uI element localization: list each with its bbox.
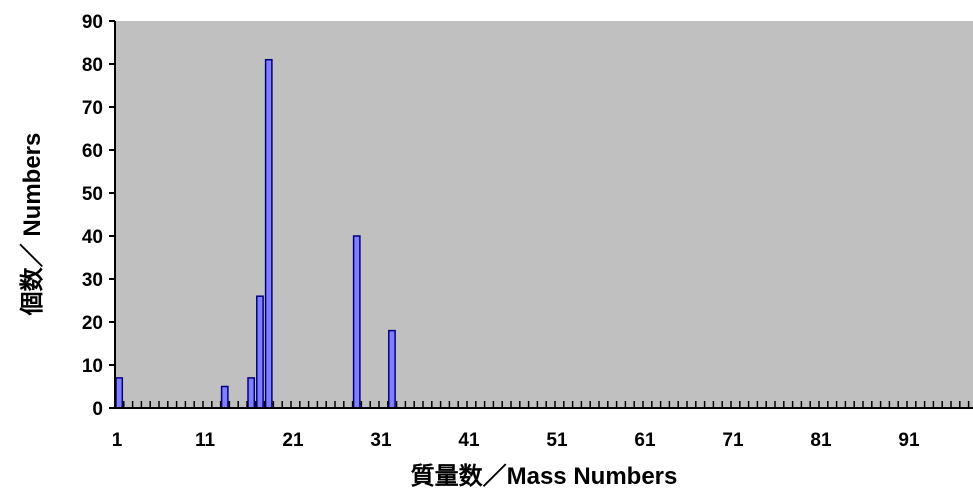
bar-mass-32	[388, 329, 396, 409]
x-tick-label-71: 71	[722, 430, 744, 451]
bar-mass-13	[220, 385, 229, 409]
x-tick-label-31: 31	[370, 430, 392, 451]
bar-mass-17	[256, 295, 264, 409]
x-tick-label-91: 91	[898, 430, 920, 451]
y-tick-label-50: 50	[82, 184, 103, 205]
y-tick-label-80: 80	[82, 55, 103, 76]
bar-mass-16	[247, 377, 256, 409]
bar-mass-28	[352, 235, 361, 409]
y-tick-label-90: 90	[82, 12, 103, 33]
y-tick-label-30: 30	[82, 270, 103, 291]
y-tick-label-60: 60	[82, 141, 103, 162]
bar-mass-1	[115, 377, 124, 409]
x-tick-label-81: 81	[810, 430, 832, 451]
x-axis-title: 質量数／Mass Numbers	[411, 463, 678, 490]
y-axis-title: 個数／ Numbers	[19, 133, 46, 317]
y-tick-label-20: 20	[82, 313, 103, 334]
y-tick-label-0: 0	[92, 399, 103, 420]
y-tick-label-10: 10	[82, 356, 103, 377]
plot-area	[115, 21, 973, 408]
y-tick-label-40: 40	[82, 227, 103, 248]
x-tick-label-51: 51	[546, 430, 568, 451]
y-axis-ticks: 0 10 20 30 40 50 60 70 80 90	[82, 12, 115, 420]
x-tick-label-21: 21	[282, 430, 304, 451]
x-tick-label-1: 1	[112, 430, 123, 451]
y-tick-label-70: 70	[82, 98, 103, 119]
x-tick-label-61: 61	[634, 430, 656, 451]
x-tick-label-41: 41	[458, 430, 480, 451]
x-tick-label-11: 11	[195, 430, 216, 451]
x-axis-tick-labels: 1 11 21 31 41 51 61 71 81 91	[112, 430, 920, 451]
bar-mass-18	[264, 58, 273, 409]
